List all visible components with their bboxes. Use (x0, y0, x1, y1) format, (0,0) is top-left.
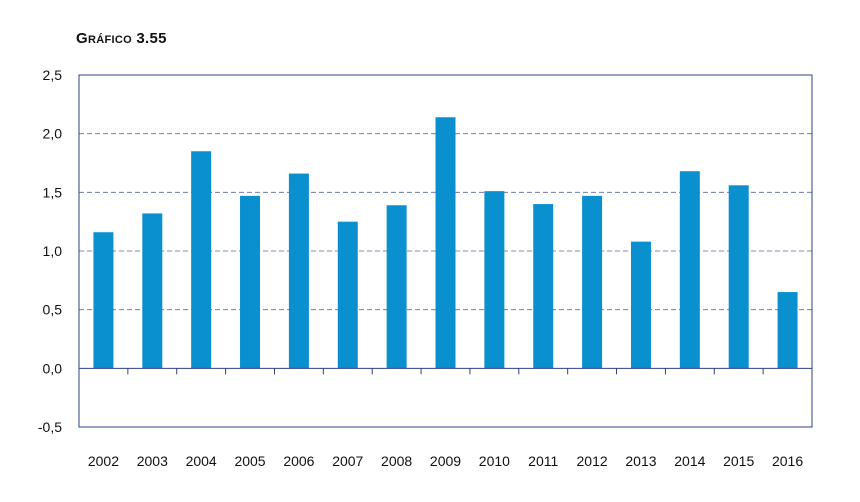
bar-2011 (533, 204, 554, 369)
bar-2003 (142, 213, 163, 369)
bar-2006 (288, 173, 309, 369)
y-tick-label: 2,5 (43, 67, 63, 83)
y-tick-label: 0,5 (43, 302, 63, 318)
axes (78, 74, 813, 428)
x-tick-label: 2015 (723, 453, 754, 469)
bar-2015 (728, 185, 749, 369)
x-tick-labels: 2002 2003 2004 2005 2006 2007 2008 2009 2010 2011… (88, 453, 803, 469)
bar-2016 (777, 292, 798, 369)
x-tick-label: 2010 (479, 453, 510, 469)
y-tick-label: 2,0 (43, 126, 63, 142)
x-tick-label: 2008 (381, 453, 412, 469)
x-tick-label: 2006 (283, 453, 314, 469)
y-tick-labels: 2,5 2,0 1,5 1,0 0,5 0,0 -0,5 (38, 67, 62, 435)
bars (93, 117, 798, 369)
x-tick-label: 2005 (234, 453, 265, 469)
bar-2002 (93, 232, 114, 369)
x-tick-label: 2016 (772, 453, 803, 469)
bar-2010 (484, 191, 505, 369)
x-tick-label: 2007 (332, 453, 363, 469)
chart-title: Gráfico 3.55 (76, 30, 167, 47)
bar-2009 (435, 117, 456, 369)
x-tick-label: 2014 (674, 453, 705, 469)
x-tick-label: 2011 (528, 453, 558, 469)
x-tick-label: 2002 (88, 453, 119, 469)
bar-2013 (630, 241, 651, 369)
y-tick-label: 0,0 (43, 360, 63, 376)
bar-2012 (582, 195, 603, 369)
bar-2014 (679, 171, 700, 369)
bar-2008 (386, 205, 407, 369)
y-tick-label: 1,0 (43, 243, 63, 259)
x-tick-label: 2012 (577, 453, 608, 469)
y-tick-label: 1,5 (43, 184, 63, 200)
plot-border (78, 74, 813, 428)
x-tick-label: 2003 (137, 453, 168, 469)
bar-2004 (191, 151, 212, 369)
x-tick-label: 2009 (430, 453, 461, 469)
bar-2005 (240, 195, 261, 369)
bar-2007 (337, 221, 358, 369)
x-tick-label: 2004 (186, 453, 217, 469)
x-tick-label: 2013 (625, 453, 656, 469)
y-tick-label: -0,5 (38, 419, 62, 435)
